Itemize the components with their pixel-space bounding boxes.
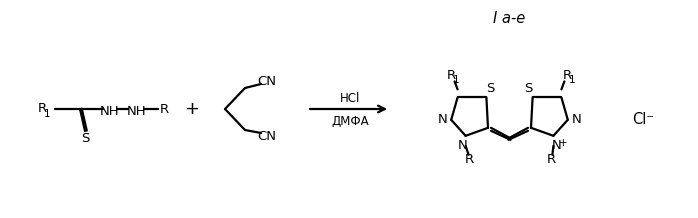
Text: R: R — [159, 102, 168, 116]
Text: +: + — [184, 100, 200, 118]
Text: R: R — [547, 153, 556, 166]
Text: 1: 1 — [453, 75, 460, 85]
Text: HCl: HCl — [340, 92, 360, 104]
Text: 1: 1 — [569, 75, 576, 85]
Text: R: R — [563, 69, 572, 82]
Text: R: R — [465, 153, 474, 166]
Text: R: R — [447, 69, 456, 82]
Text: N: N — [458, 139, 468, 152]
Text: 1: 1 — [43, 109, 50, 119]
Text: S: S — [524, 82, 533, 95]
Text: N: N — [551, 139, 561, 152]
Text: +: + — [559, 138, 567, 148]
Text: S: S — [81, 133, 89, 145]
Text: N: N — [438, 113, 447, 126]
Text: Cl⁻: Cl⁻ — [632, 111, 654, 126]
Text: R: R — [38, 102, 47, 114]
Text: ДМФА: ДМФА — [331, 114, 369, 128]
Text: NH: NH — [101, 104, 120, 118]
Text: N: N — [572, 113, 581, 126]
Text: CN: CN — [258, 75, 276, 87]
Text: NH: NH — [127, 104, 147, 118]
Text: S: S — [487, 82, 495, 95]
Text: I a-e: I a-e — [493, 10, 525, 26]
Text: CN: CN — [258, 129, 276, 143]
